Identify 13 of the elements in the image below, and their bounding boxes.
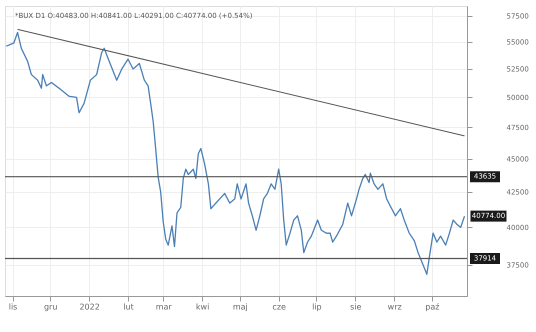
x-tick-label: lis xyxy=(8,302,18,312)
x-tick-label: gru xyxy=(44,302,58,312)
x-tick-label: paź xyxy=(425,302,440,312)
x-tick-label: sie xyxy=(350,302,362,312)
x-tick-label: mar xyxy=(156,302,172,312)
x-tick-label: 2022 xyxy=(79,302,100,312)
line-series xyxy=(6,32,466,275)
x-tick-label: kwi xyxy=(196,302,210,312)
x-tick-label: lip xyxy=(312,302,322,312)
x-tick-label: wrz xyxy=(388,302,402,312)
x-tick-label: maj xyxy=(232,302,248,312)
x-tick-label: lut xyxy=(123,302,134,312)
x-tick-label: cze xyxy=(272,302,286,312)
